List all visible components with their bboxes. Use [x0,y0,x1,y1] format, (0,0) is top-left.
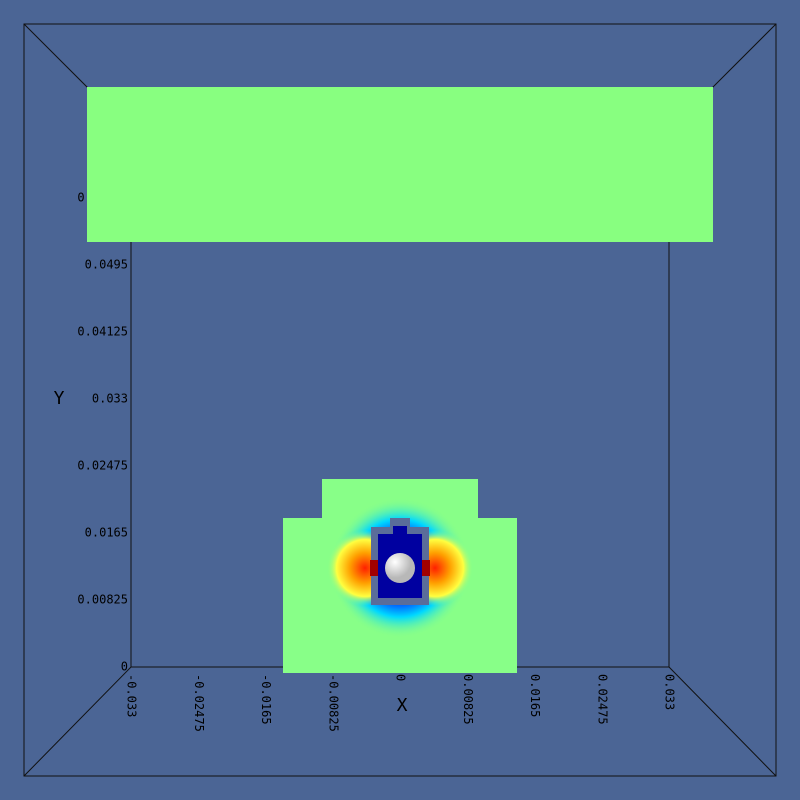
y-tick-label: 0.033 [92,392,128,406]
x-tick-label: -0.02475 [192,674,206,732]
y-tick-label: 0.02475 [77,459,128,473]
field-region [283,479,517,673]
x-tick-label: 0.0165 [528,674,542,717]
y-tick-label: 0 [121,660,128,674]
x-tick-label: 0 [394,674,408,681]
y-tick-label: 0.00825 [77,593,128,607]
x-tick-label: 0.00825 [461,674,475,725]
y-axis-label: Y [54,388,65,409]
y-tick-label: 0.04125 [77,325,128,339]
x-tick-label: 0.02475 [595,674,609,725]
x-tick-label: 0.033 [663,674,677,710]
upper-region [87,87,713,242]
x-tick-label: -0.00825 [326,674,340,732]
y-tick-label: 0.0495 [85,258,128,272]
x-tick-label: -0.033 [125,674,139,717]
x-axis-label: X [397,695,408,716]
y-tick-label: 0.0165 [85,526,128,540]
x-tick-label: -0.0165 [259,674,273,725]
device [370,518,430,605]
